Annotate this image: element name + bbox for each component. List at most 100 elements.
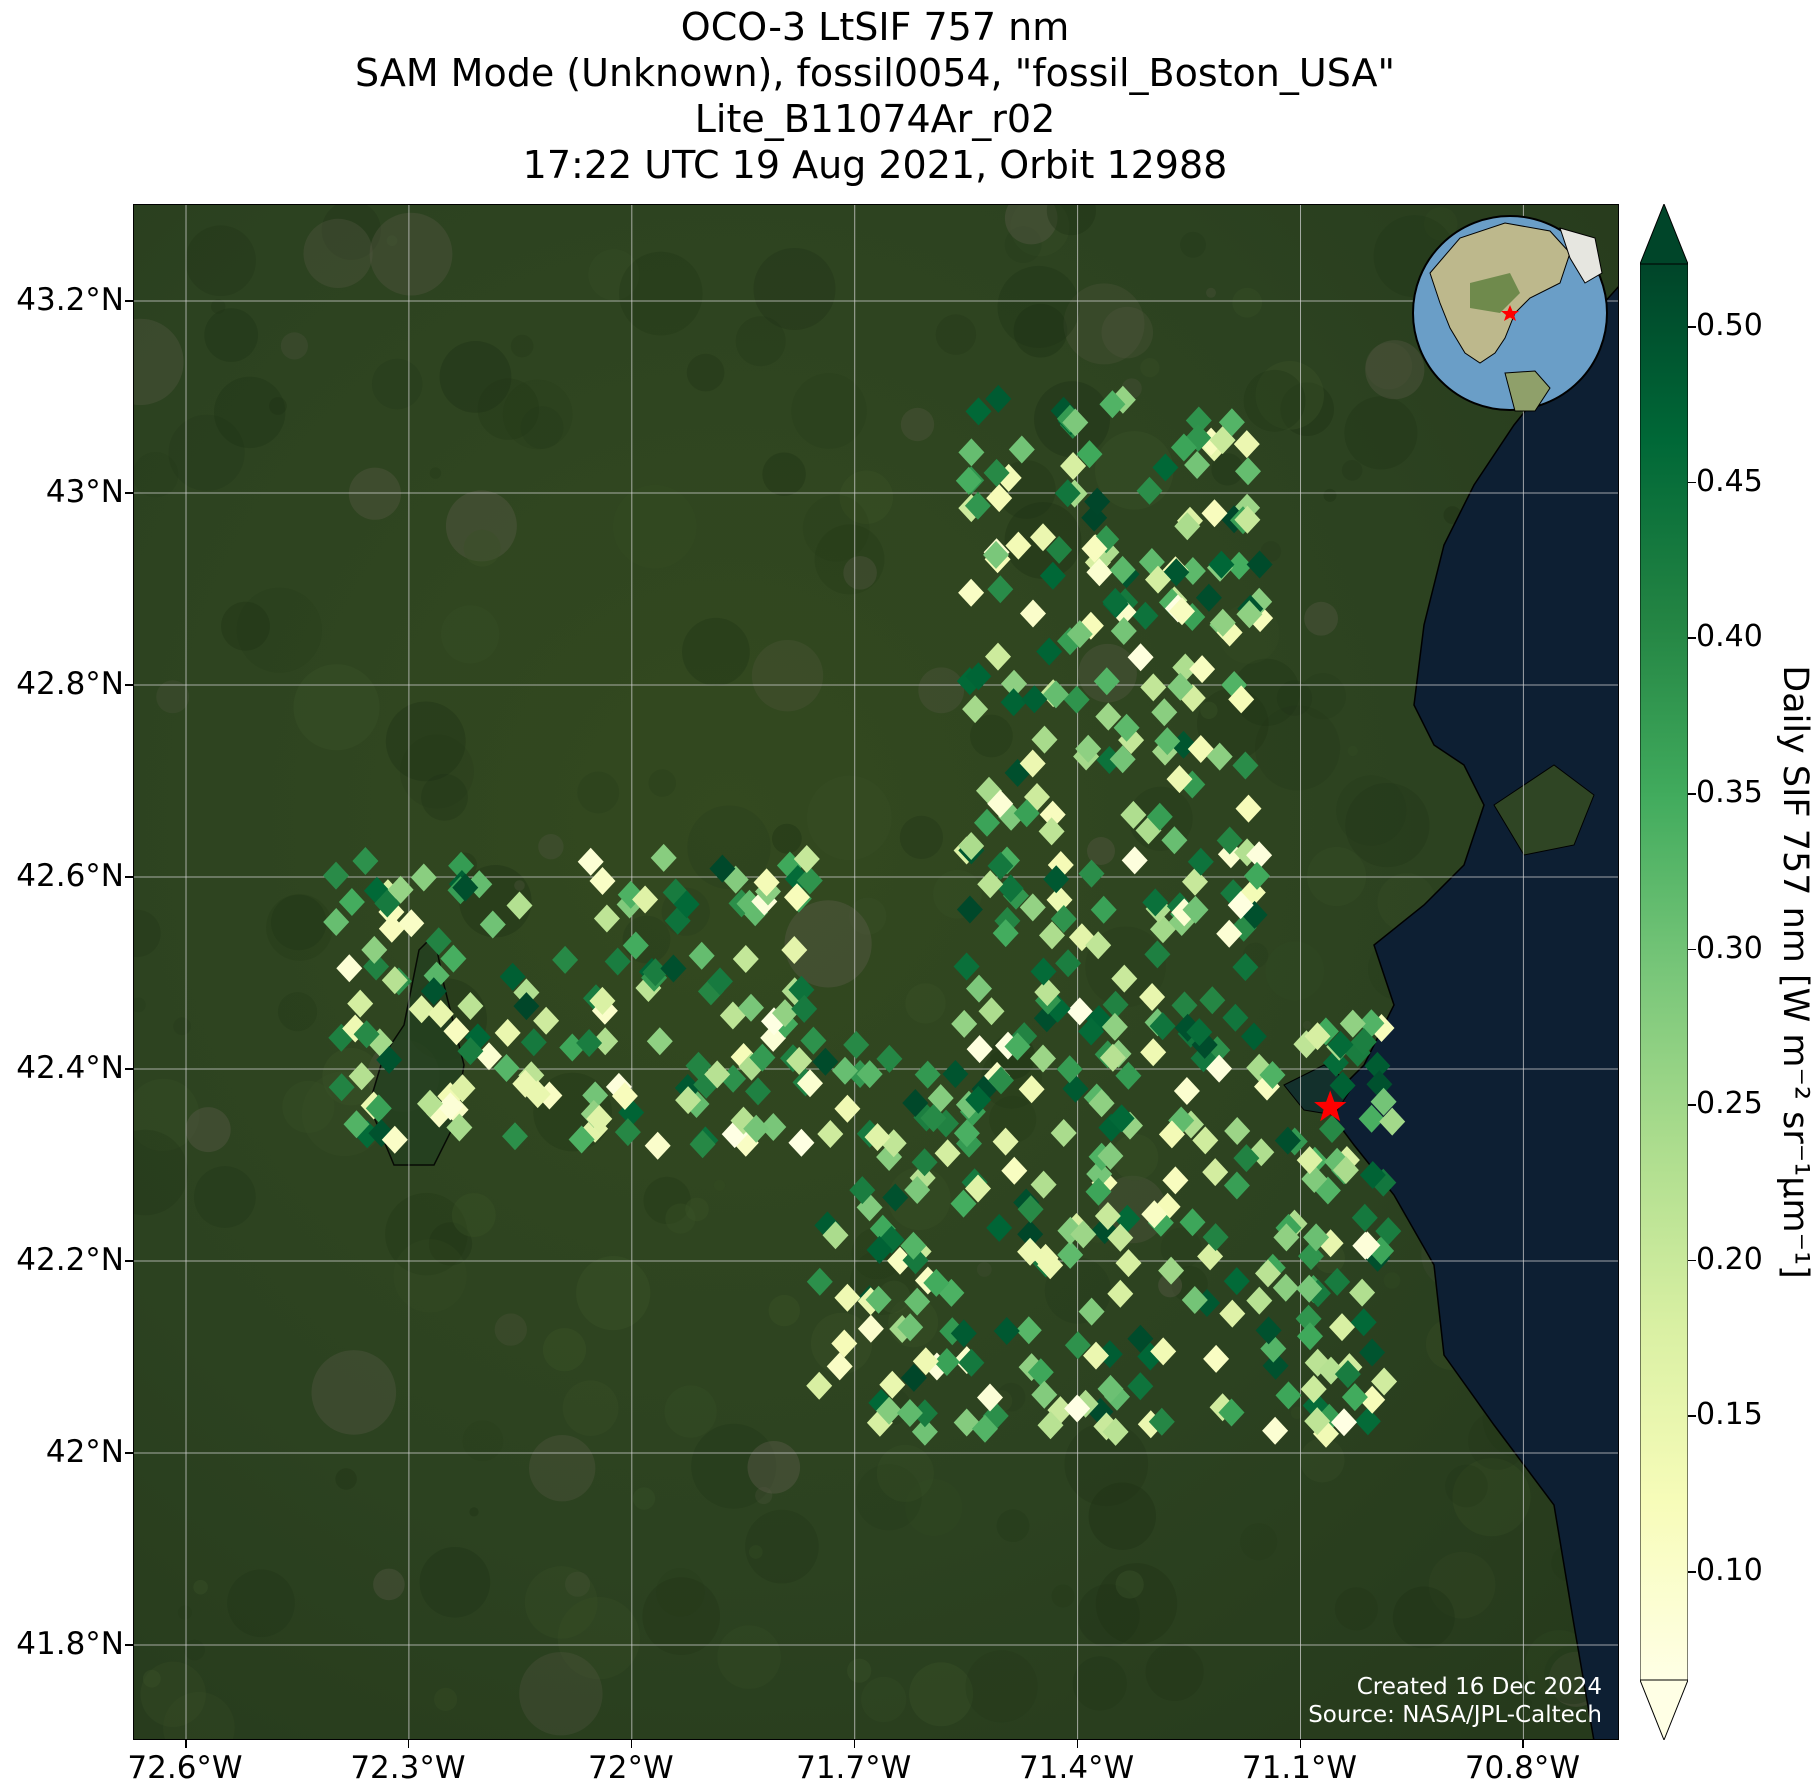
lon-tick-label: 72°W xyxy=(587,1750,674,1786)
sif-sounding xyxy=(987,789,1014,818)
texture-blob xyxy=(163,1691,235,1739)
sif-sounding xyxy=(642,958,669,987)
texture-blob xyxy=(970,714,1013,758)
texture-blob xyxy=(428,1222,473,1266)
sif-sounding xyxy=(1078,1017,1105,1046)
sif-sounding xyxy=(1121,846,1148,875)
sif-sounding xyxy=(753,868,780,897)
lat-tick-mark xyxy=(125,1260,133,1262)
sif-sounding xyxy=(513,992,540,1021)
sif-sounding xyxy=(1115,1061,1142,1090)
sif-sounding xyxy=(902,1089,929,1117)
texture-blob xyxy=(421,773,468,821)
lon-tick-mark xyxy=(1076,1740,1079,1748)
sif-sounding xyxy=(1108,1104,1135,1133)
sif-sounding xyxy=(788,1128,815,1157)
sif-sounding xyxy=(479,910,506,939)
sif-sounding xyxy=(1246,550,1273,579)
sif-sounding xyxy=(1152,453,1179,482)
lat-tick-label: 41.8°N xyxy=(16,1626,124,1662)
texture-blob xyxy=(784,900,872,988)
map-canvas[interactable] xyxy=(134,205,1619,1740)
sif-sounding xyxy=(1046,885,1073,914)
sif-sounding xyxy=(966,1035,993,1064)
sif-sounding xyxy=(793,845,820,873)
sif-sounding xyxy=(1115,1249,1142,1278)
sif-sounding xyxy=(1173,1077,1200,1105)
sif-sounding xyxy=(900,1231,927,1260)
sif-sounding xyxy=(887,1246,913,1275)
texture-blob xyxy=(642,1577,720,1655)
texture-blob xyxy=(1334,1587,1378,1631)
texture-blob xyxy=(1158,1273,1183,1298)
sif-sounding xyxy=(958,1348,985,1377)
sif-sounding xyxy=(1132,601,1159,630)
sif-sounding xyxy=(985,384,1012,413)
credit-block: Created 16 Dec 2024 Source: NASA/JPL-Cal… xyxy=(1308,1673,1602,1729)
colorbar-tick-label: 0.45 xyxy=(1696,463,1763,499)
texture-blob xyxy=(843,556,877,590)
texture-blob xyxy=(1365,342,1413,390)
title-line-1: OCO-3 LtSIF 757 nm xyxy=(680,5,1070,49)
sif-sounding xyxy=(1150,1337,1177,1366)
sif-sounding xyxy=(1247,604,1274,633)
texture-blob xyxy=(335,1468,357,1490)
sif-sounding xyxy=(876,1044,903,1073)
sif-sounding xyxy=(1354,1231,1381,1260)
sif-sounding xyxy=(958,578,985,607)
texture-blob xyxy=(1365,340,1425,400)
sif-sounding xyxy=(1039,921,1065,950)
texture-blob xyxy=(514,880,525,891)
sif-sounding xyxy=(1189,655,1216,684)
texture-blob xyxy=(134,997,146,1013)
texture-blob xyxy=(989,1095,1037,1143)
texture-blob xyxy=(996,1509,1030,1542)
sif-sounding xyxy=(1332,1156,1359,1185)
map-frame[interactable]: Created 16 Dec 2024 Source: NASA/JPL-Cal… xyxy=(133,204,1619,1740)
sif-sounding xyxy=(1170,433,1197,462)
texture-blob xyxy=(134,1078,200,1152)
sif-sounding xyxy=(965,1085,992,1114)
colorbar-tick-label: 0.20 xyxy=(1696,1241,1763,1277)
sif-sounding xyxy=(1030,523,1056,552)
texture-blob xyxy=(134,1129,188,1216)
sif-sounding xyxy=(1319,1115,1345,1143)
sif-sounding xyxy=(1161,826,1188,855)
texture-blob xyxy=(861,1676,907,1723)
sif-sounding xyxy=(1295,1304,1322,1333)
sif-sounding xyxy=(709,854,736,883)
sif-sounding xyxy=(1102,1417,1129,1446)
sif-sounding xyxy=(437,1092,464,1121)
texture-blob xyxy=(194,1166,256,1228)
sif-sounding xyxy=(1341,1383,1368,1412)
colorbar-tick-label: 0.15 xyxy=(1696,1397,1763,1433)
sif-sounding xyxy=(865,1285,892,1314)
lat-tick-mark xyxy=(125,1644,133,1646)
sif-sounding xyxy=(983,458,1010,487)
texture-blob xyxy=(849,897,887,935)
sif-sounding xyxy=(911,1148,938,1177)
lat-tick-label: 43.2°N xyxy=(16,282,124,318)
sif-sounding xyxy=(1304,1407,1331,1436)
texture-blob xyxy=(1392,1586,1455,1649)
target-star-icon[interactable] xyxy=(1314,1090,1347,1122)
sif-sounding xyxy=(552,945,579,974)
texture-blob xyxy=(1101,306,1154,359)
sif-sounding xyxy=(760,1113,787,1141)
sif-sounding xyxy=(974,808,1000,837)
texture-blob xyxy=(134,452,179,498)
sif-sounding xyxy=(1232,751,1259,780)
texture-blob xyxy=(685,1197,709,1222)
texture-blob xyxy=(748,1545,763,1559)
texture-blob xyxy=(935,314,977,355)
texture-blob xyxy=(1265,941,1325,1001)
texture-blob xyxy=(134,909,161,958)
sif-sounding xyxy=(420,977,447,1006)
sif-sounding xyxy=(1351,1203,1378,1232)
sif-sounding xyxy=(688,941,715,970)
colorbar-tick-label: 0.35 xyxy=(1696,775,1763,811)
texture-blob xyxy=(1255,705,1341,791)
texture-blob xyxy=(1255,361,1324,430)
texture-blob xyxy=(372,358,423,410)
sif-sounding xyxy=(1162,1166,1189,1195)
